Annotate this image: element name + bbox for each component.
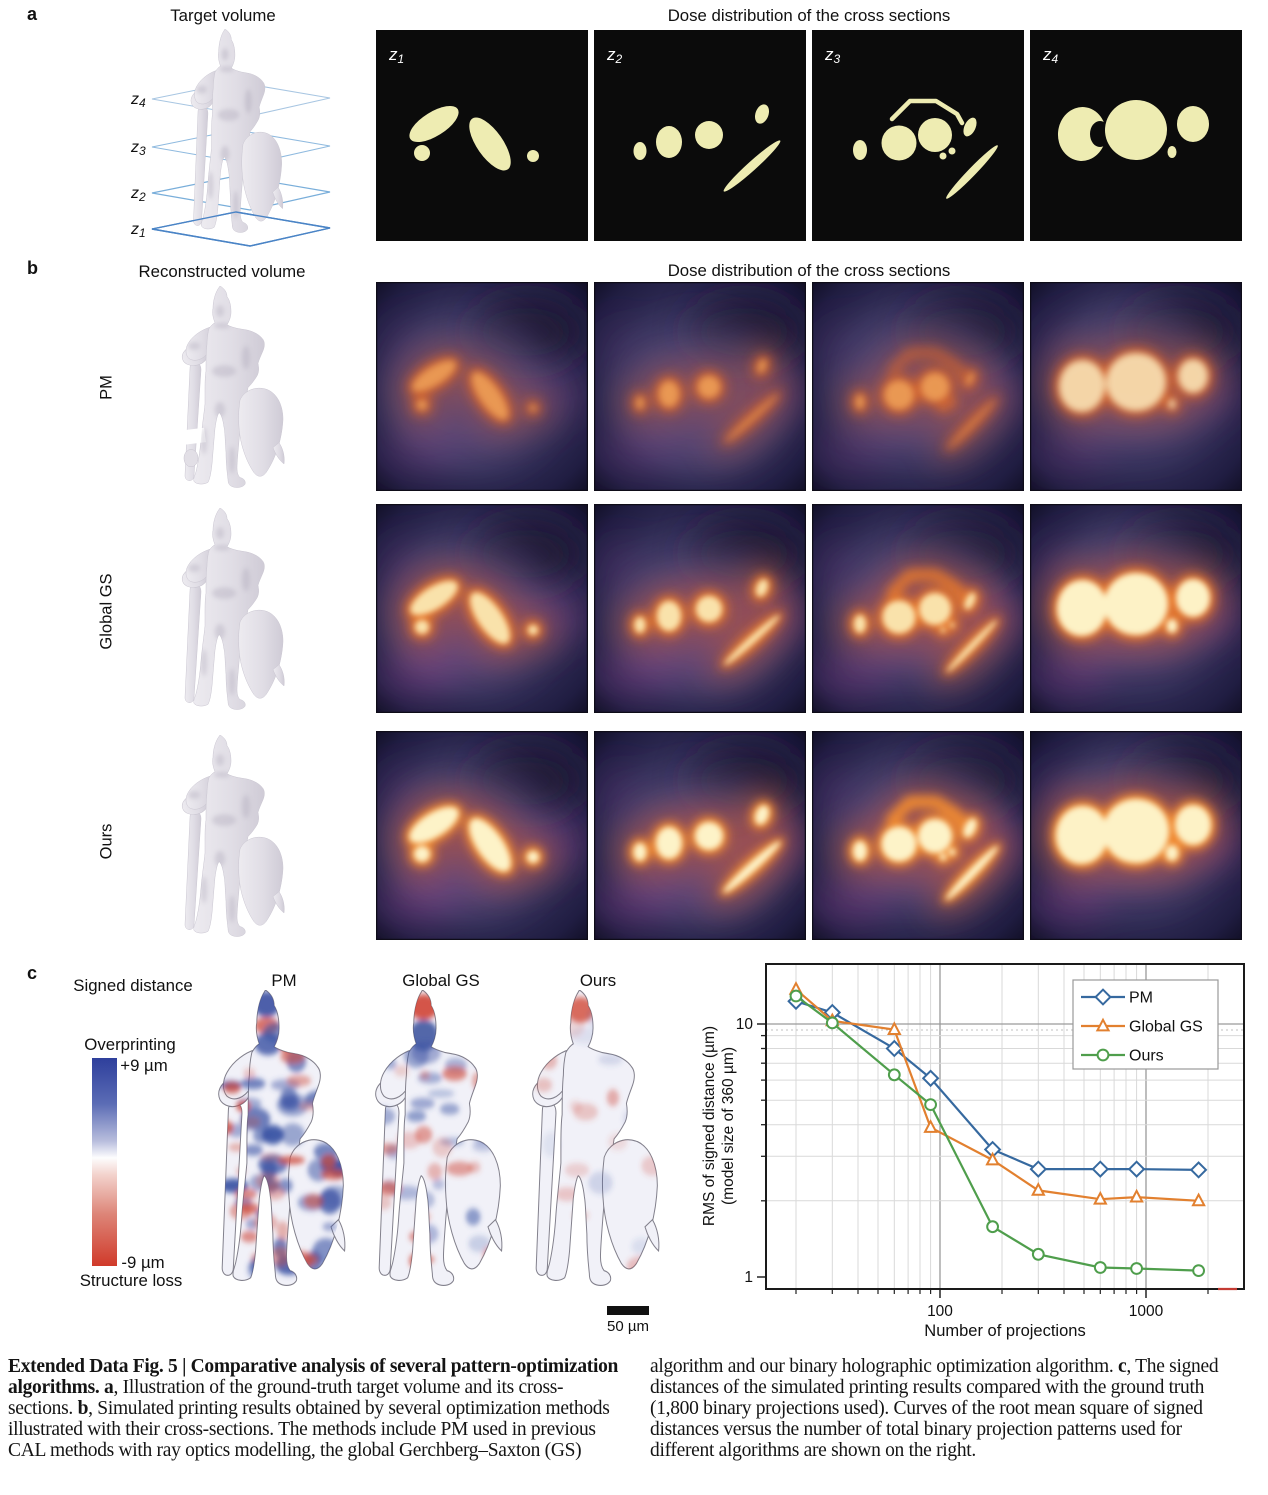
svg-text:1000: 1000 [1129, 1303, 1164, 1320]
svg-text:Number of projections: Number of projections [924, 1322, 1085, 1340]
svg-text:z4: z4 [130, 91, 146, 110]
svg-text:(model size of 360 µm): (model size of 360 µm) [720, 1047, 737, 1205]
svg-text:100: 100 [927, 1303, 953, 1320]
svg-text:1: 1 [744, 1269, 753, 1286]
svg-text:10: 10 [736, 1016, 754, 1033]
svg-text:z2: z2 [130, 185, 146, 204]
svg-text:z3: z3 [130, 139, 146, 158]
svg-text:RMS of signed distance (µm): RMS of signed distance (µm) [701, 1026, 718, 1226]
svg-text:z1: z1 [130, 221, 146, 240]
svg-text:PM: PM [1129, 990, 1153, 1007]
svg-text:Ours: Ours [1129, 1048, 1164, 1065]
svg-text:Global GS: Global GS [1129, 1019, 1203, 1036]
